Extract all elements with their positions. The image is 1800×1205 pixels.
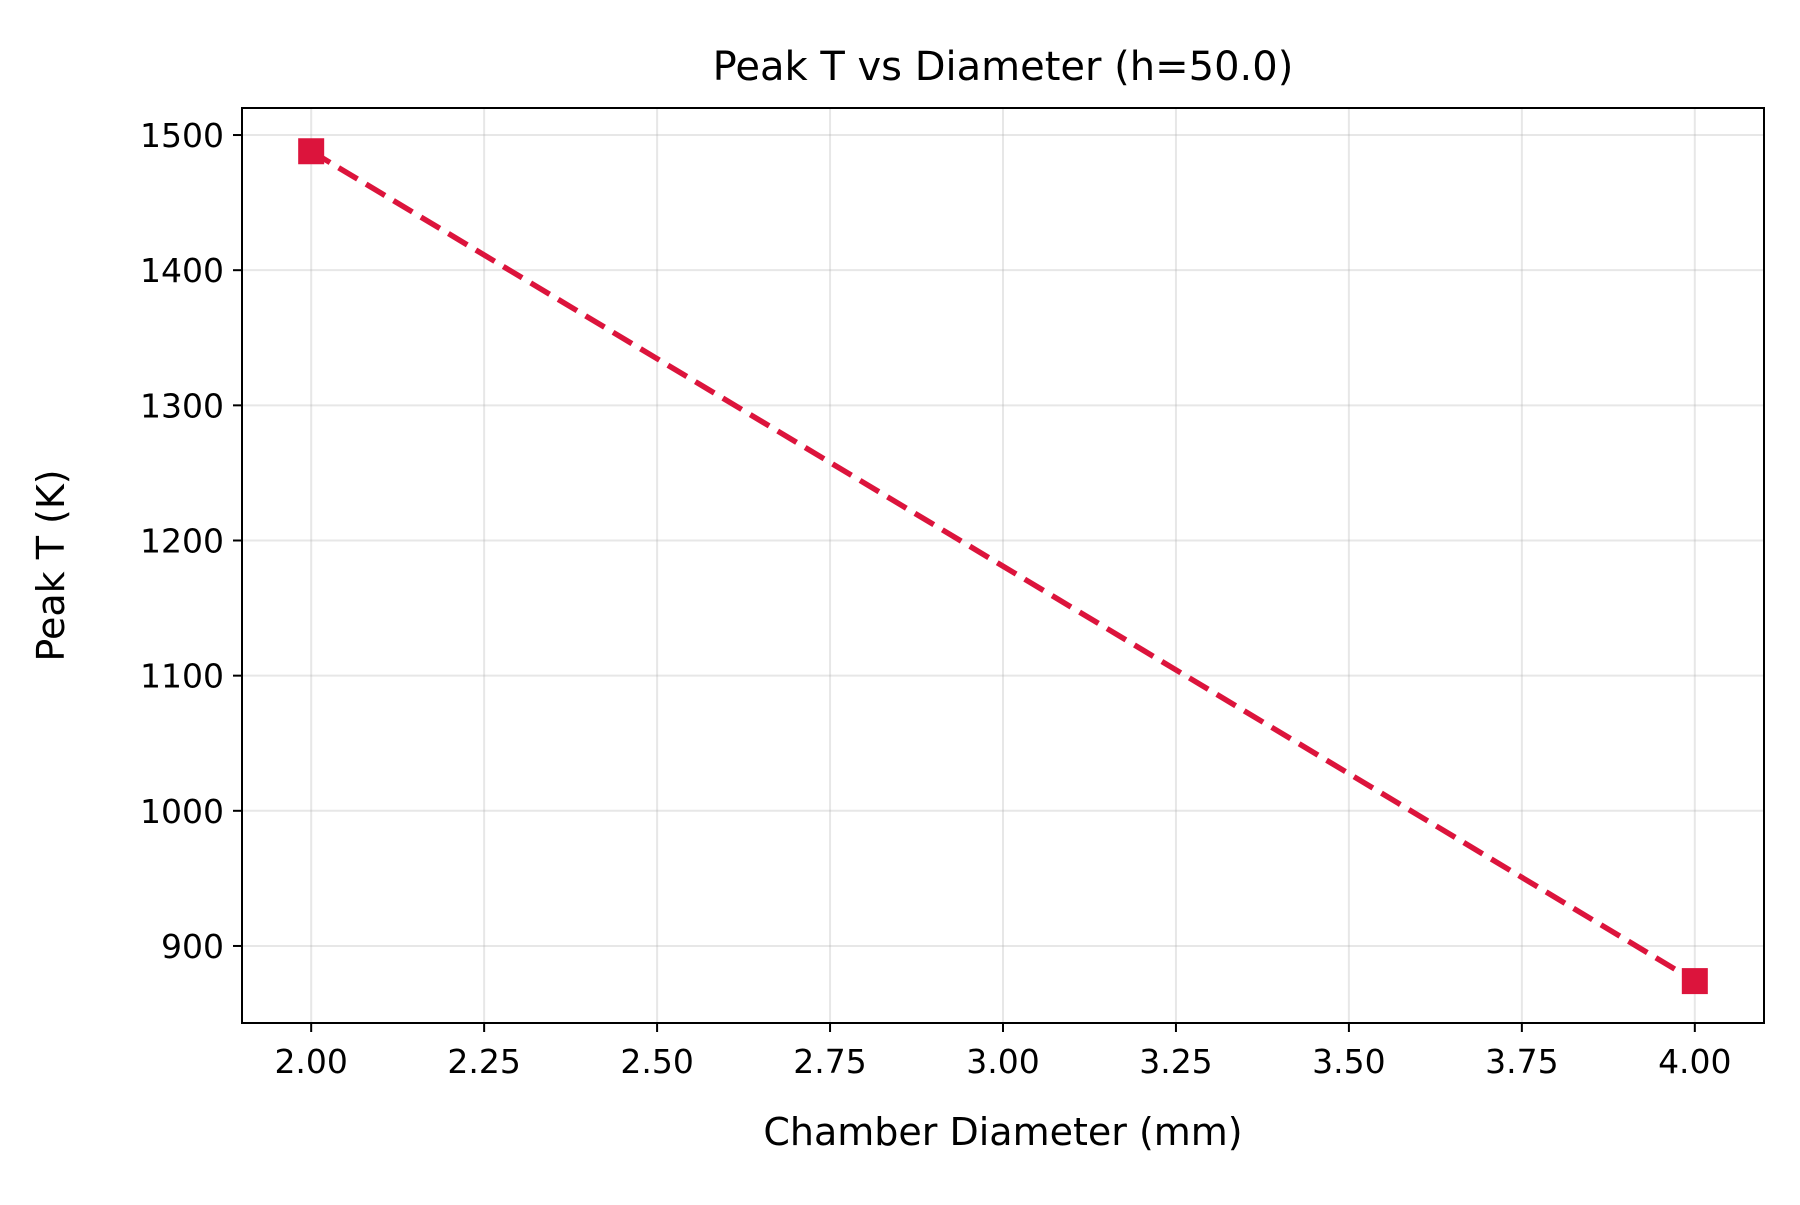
x-tick-label: 3.50 xyxy=(1312,1042,1385,1081)
y-tick-label: 900 xyxy=(161,927,224,966)
grid xyxy=(242,108,1764,1023)
data-point-marker xyxy=(1681,968,1708,995)
chart-title: Peak T vs Diameter (h=50.0) xyxy=(713,44,1294,90)
x-tick-label: 2.25 xyxy=(447,1042,520,1081)
x-tick-label: 2.50 xyxy=(620,1042,693,1081)
y-axis-label: Peak T (K) xyxy=(29,469,73,661)
y-tick-label: 1400 xyxy=(140,251,224,290)
x-tick-label: 3.00 xyxy=(966,1042,1039,1081)
x-tick-label: 3.25 xyxy=(1139,1042,1212,1081)
series-line xyxy=(309,148,1697,984)
data-point-marker xyxy=(298,138,325,165)
x-tick-label: 3.75 xyxy=(1485,1042,1558,1081)
y-axis-ticks: 900 1000 1100 1200 1300 1400 1500 xyxy=(140,116,242,966)
y-tick-label: 1500 xyxy=(140,116,224,155)
series-layer xyxy=(298,138,1708,995)
y-tick-label: 1200 xyxy=(140,521,224,560)
y-tick-label: 1100 xyxy=(140,657,224,696)
x-tick-label: 4.00 xyxy=(1658,1042,1731,1081)
y-tick-label: 1000 xyxy=(140,792,224,831)
x-axis-ticks: 2.00 2.25 2.50 2.75 3.00 3.25 3.50 3.75 4.00 xyxy=(274,1023,1732,1081)
x-tick-label: 2.75 xyxy=(793,1042,866,1081)
x-tick-label: 2.00 xyxy=(274,1042,347,1081)
y-tick-label: 1300 xyxy=(140,386,224,425)
x-axis-label: Chamber Diameter (mm) xyxy=(763,1110,1242,1154)
